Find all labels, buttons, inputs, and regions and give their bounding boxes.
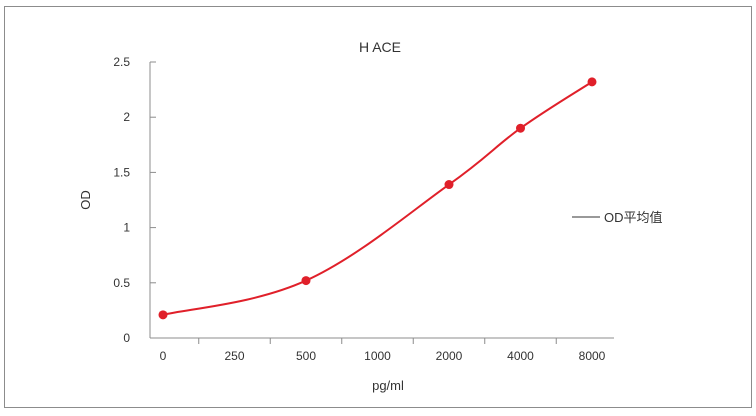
x-tick-label: 1000 (364, 349, 391, 363)
data-point (444, 180, 454, 190)
legend-label: OD平均值 (604, 210, 663, 225)
y-tick-label: 1.5 (113, 165, 130, 179)
series-layer (158, 77, 597, 320)
x-tick-label: 250 (224, 349, 244, 363)
y-tick-label: 2 (123, 110, 130, 124)
x-tick-label: 4000 (507, 349, 534, 363)
y-ticks: 0 0.5 1 1.5 2 2.5 (113, 55, 156, 345)
data-point (587, 77, 597, 87)
x-tick-label: 2000 (436, 349, 463, 363)
x-ticks: 0 250 500 1000 2000 4000 8000 (160, 338, 606, 363)
y-tick-label: 1 (123, 221, 130, 235)
legend: OD平均值 (572, 210, 663, 225)
y-tick-label: 2.5 (113, 55, 130, 69)
axes (149, 62, 614, 339)
chart-title: H ACE (359, 39, 401, 55)
x-tick-label: 500 (296, 349, 316, 363)
data-point (516, 123, 525, 133)
x-axis-title: pg/ml (372, 378, 404, 393)
chart-frame (4, 6, 752, 408)
x-tick-label: 8000 (579, 349, 606, 363)
y-tick-label: 0.5 (113, 276, 130, 290)
y-tick-label: 0 (123, 331, 130, 345)
data-point (158, 310, 168, 320)
x-tick-label: 0 (160, 349, 167, 363)
data-point (301, 276, 311, 286)
series-line (162, 81, 593, 316)
y-axis-title: OD (78, 190, 93, 210)
